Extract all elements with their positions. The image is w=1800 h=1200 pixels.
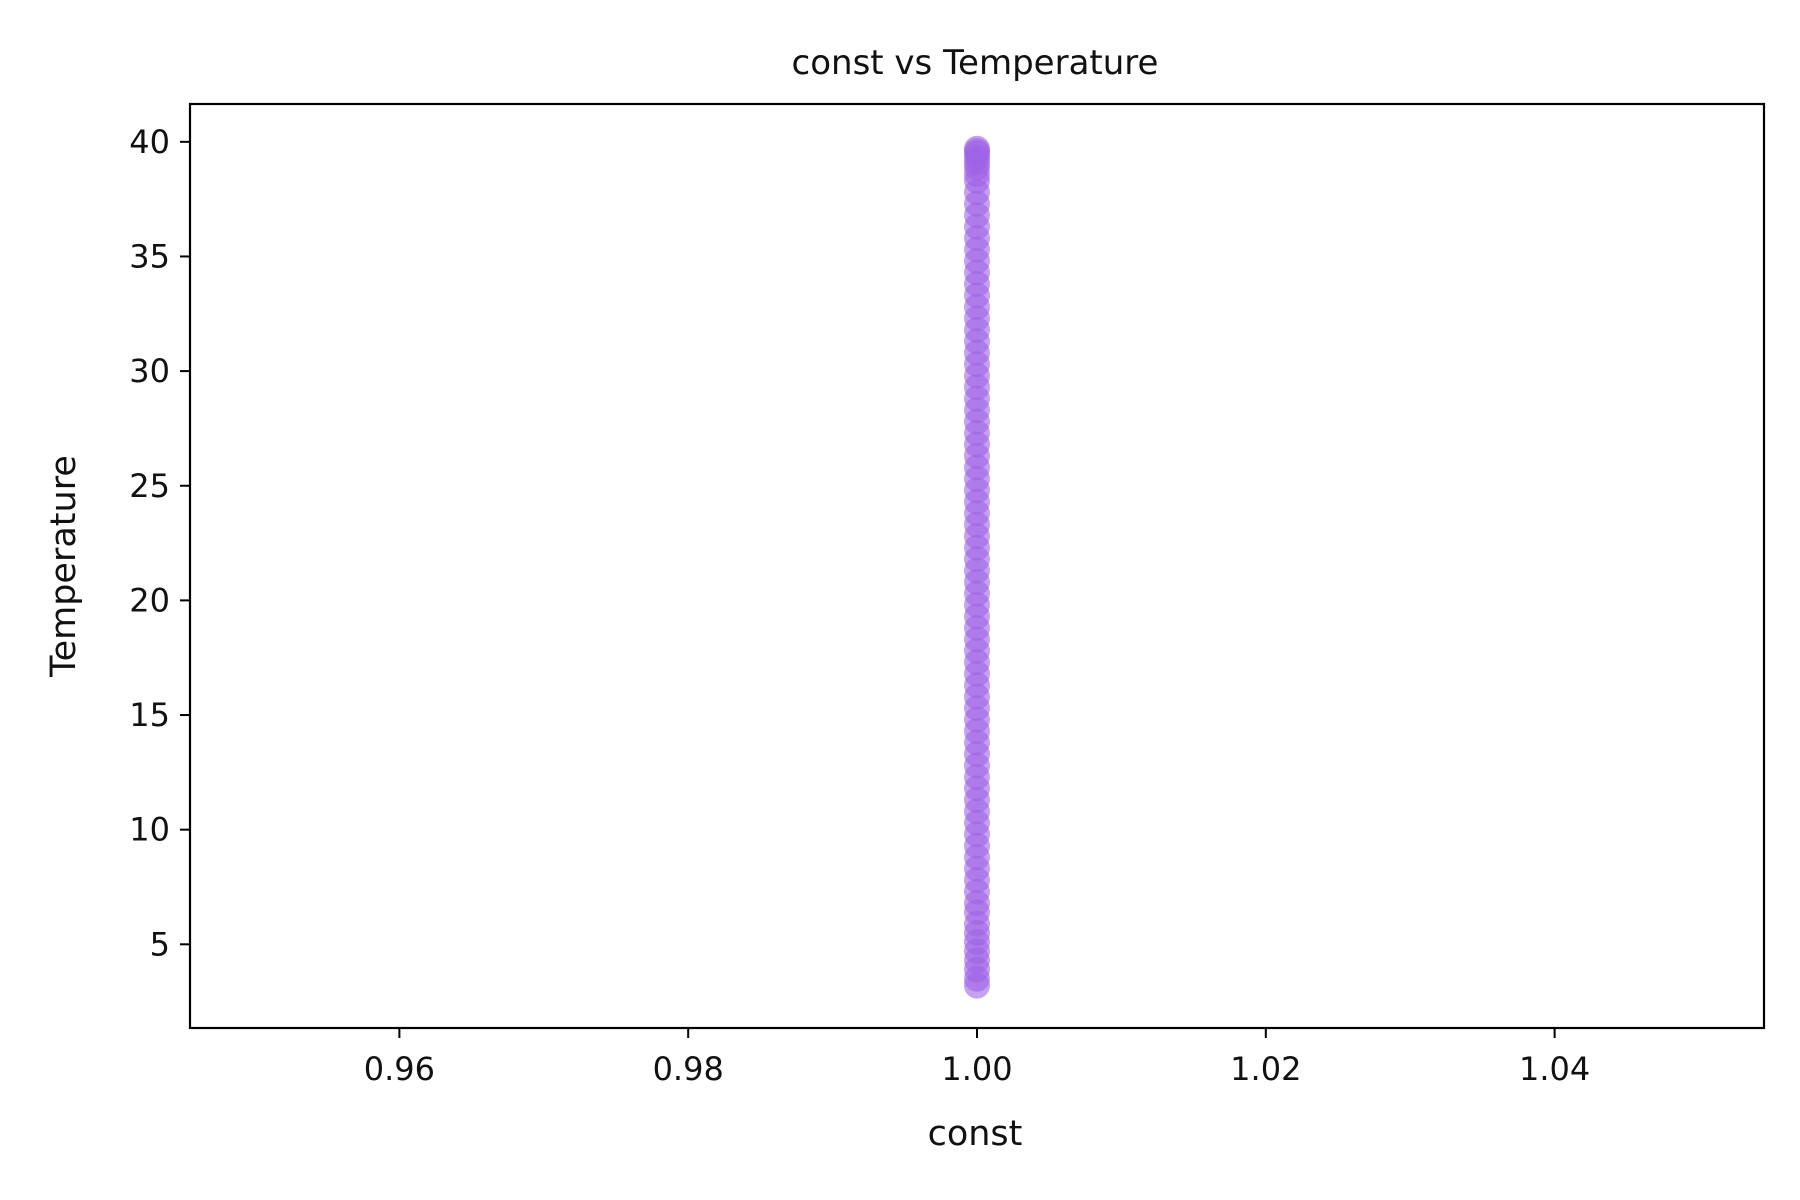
x-tick-label: 1.04 xyxy=(1519,1050,1590,1088)
scatter-point xyxy=(964,135,990,162)
y-axis-ticks: 5 10 15 20 25 30 35 40 xyxy=(129,123,190,963)
y-tick-label: 15 xyxy=(129,696,170,734)
y-tick-label: 40 xyxy=(129,123,170,161)
y-tick-label: 35 xyxy=(129,237,170,275)
x-tick-label: 1.00 xyxy=(941,1050,1012,1088)
x-tick-label: 1.02 xyxy=(1230,1050,1301,1088)
y-tick-label: 5 xyxy=(150,925,170,963)
y-tick-label: 20 xyxy=(129,581,170,619)
scatter-points xyxy=(964,135,990,999)
y-tick-label: 25 xyxy=(129,467,170,505)
x-tick-label: 0.96 xyxy=(364,1050,435,1088)
x-axis-ticks: 0.96 0.98 1.00 1.02 1.04 xyxy=(364,1028,1590,1088)
y-tick-label: 30 xyxy=(129,352,170,390)
x-tick-label: 0.98 xyxy=(653,1050,724,1088)
chart-title: const vs Temperature xyxy=(792,43,1159,83)
x-axis-label: const xyxy=(928,1114,1023,1154)
y-axis-label: Temperature xyxy=(44,455,84,678)
y-tick-label: 10 xyxy=(129,811,170,849)
